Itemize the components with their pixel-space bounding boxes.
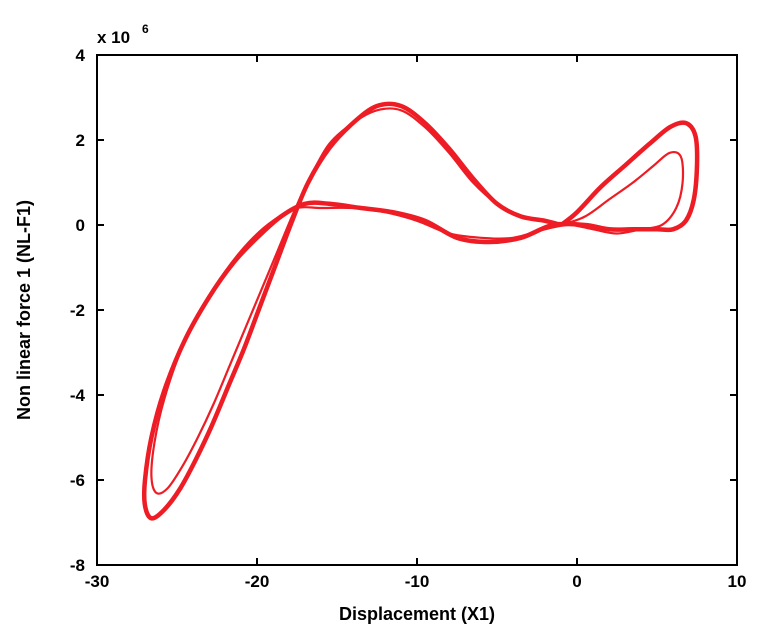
plot-area [96,54,738,566]
y-axis-multiplier: x 10 6 [97,22,149,47]
y-tick-label: 4 [76,46,86,65]
x-axis: -30 -20 -10 0 10 [85,55,747,591]
y-tick-label: 2 [76,131,85,150]
x-tick-label: -10 [405,572,430,591]
plot-background [97,55,737,565]
y-axis: -8 -6 -4 -2 0 2 4 [70,46,737,575]
y-tick-label: -8 [70,556,85,575]
x-tick-label: -20 [245,572,270,591]
x-axis-title: Displacement (X1) [339,604,495,624]
y-multiplier-exponent: 6 [142,22,149,36]
y-tick-label: -6 [70,471,85,490]
y-tick-label: 0 [76,216,85,235]
x-tick-label: 10 [728,572,747,591]
data-curves [141,101,700,521]
y-tick-label: -2 [70,301,85,320]
x-tick-label: 0 [572,572,581,591]
y-multiplier-base: x 10 [97,28,130,47]
y-axis-title: Non linear force 1 (NL-F1) [14,200,34,420]
series-line-2 [150,107,685,495]
x-tick-label: -30 [85,572,110,591]
y-tick-label: -4 [70,386,86,405]
